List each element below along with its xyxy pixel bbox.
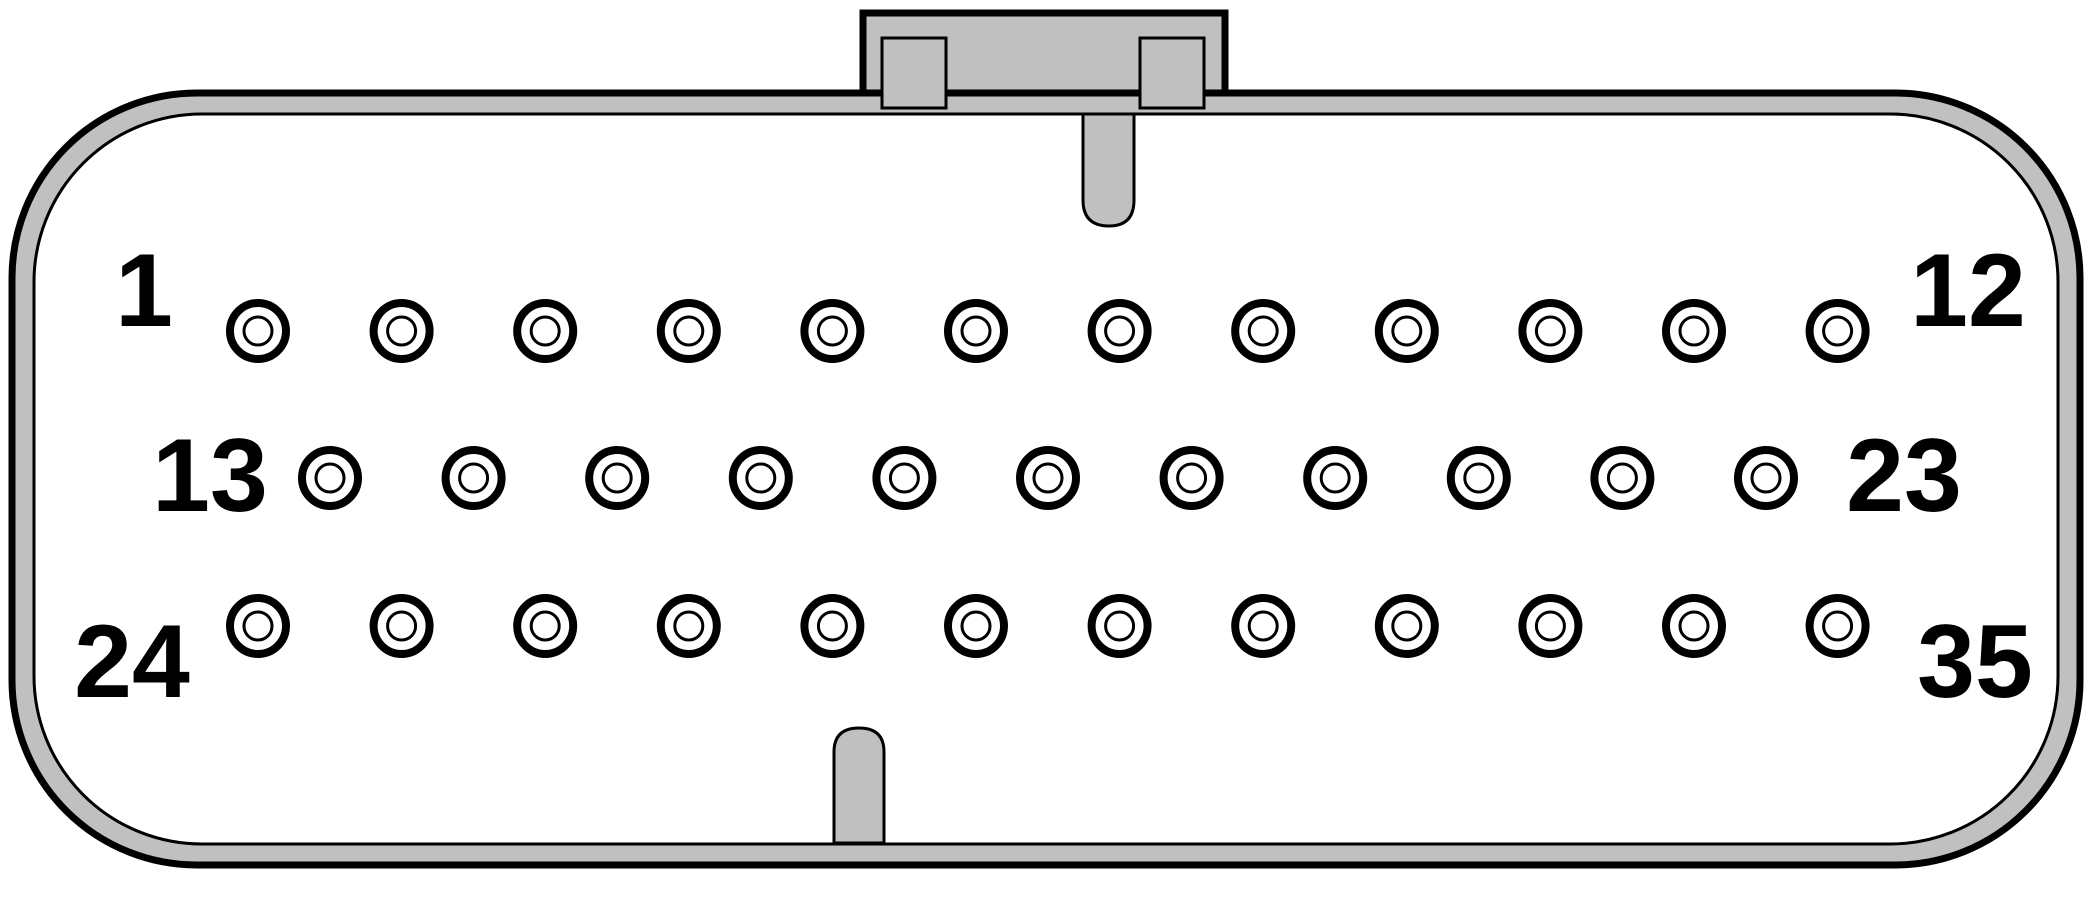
pin-contact-5 <box>816 315 848 347</box>
pin-contact-6 <box>960 315 992 347</box>
pin-contact-2 <box>386 315 418 347</box>
latch-tab-right-front <box>1138 36 1206 110</box>
pin-contact-25 <box>386 610 418 642</box>
pin-label-13: 13 <box>152 418 268 534</box>
pin-label-1: 1 <box>115 233 173 349</box>
bottom-key-rib <box>832 726 886 845</box>
pin-contact-28 <box>816 610 848 642</box>
pin-label-23: 23 <box>1846 418 1962 534</box>
pin-contact-32 <box>1391 610 1423 642</box>
pin-label-35: 35 <box>1917 604 2033 720</box>
pin-contact-31 <box>1247 610 1279 642</box>
pin-contact-35 <box>1822 610 1854 642</box>
pin-contact-15 <box>601 462 633 494</box>
pin-contact-11 <box>1678 315 1710 347</box>
pin-contact-17 <box>888 462 920 494</box>
pin-contact-29 <box>960 610 992 642</box>
pin-contact-26 <box>529 610 561 642</box>
latch-tab-left-front <box>880 36 948 110</box>
pin-label-24: 24 <box>74 604 190 720</box>
pin-contact-34 <box>1678 610 1710 642</box>
pin-cavities <box>226 299 1870 658</box>
pin-contact-33 <box>1534 610 1566 642</box>
top-key-rib <box>1081 112 1136 228</box>
pin-contact-14 <box>458 462 490 494</box>
pin-label-12: 12 <box>1910 233 2026 349</box>
pin-contact-13 <box>314 462 346 494</box>
pin-contact-30 <box>1104 610 1136 642</box>
pin-contact-3 <box>529 315 561 347</box>
pin-contact-22 <box>1606 462 1638 494</box>
pin-contact-19 <box>1176 462 1208 494</box>
pin-contact-16 <box>745 462 777 494</box>
pin-contact-1 <box>242 315 274 347</box>
pin-contact-9 <box>1391 315 1423 347</box>
pin-contact-20 <box>1319 462 1351 494</box>
pin-contact-24 <box>242 610 274 642</box>
pin-contact-8 <box>1247 315 1279 347</box>
pin-contact-23 <box>1750 462 1782 494</box>
pin-contact-10 <box>1534 315 1566 347</box>
pin-contact-4 <box>673 315 705 347</box>
pin-contact-7 <box>1104 315 1136 347</box>
pin-contact-27 <box>673 610 705 642</box>
pin-contact-21 <box>1463 462 1495 494</box>
pin-contact-12 <box>1822 315 1854 347</box>
pin-contact-18 <box>1032 462 1064 494</box>
